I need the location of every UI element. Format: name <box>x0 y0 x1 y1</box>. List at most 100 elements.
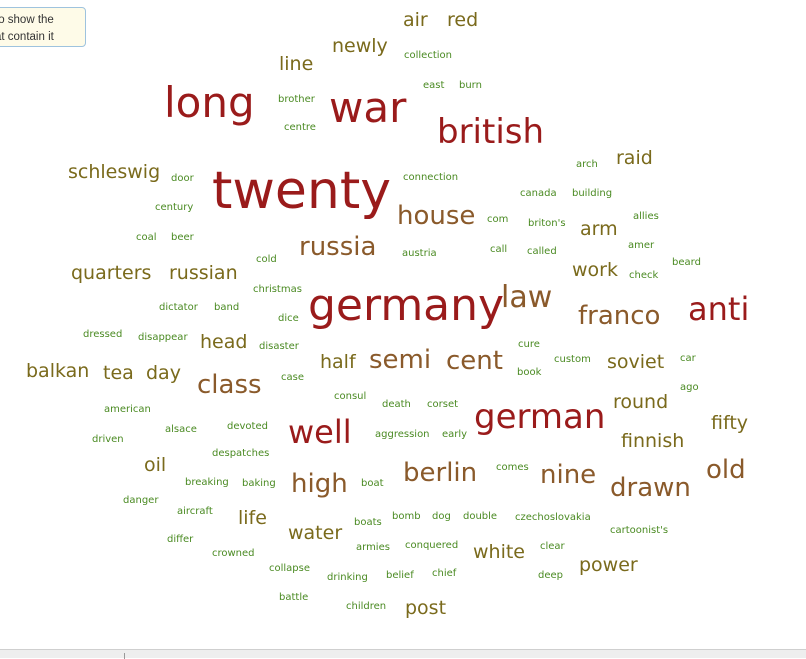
cloud-word[interactable]: centre <box>284 122 316 133</box>
cloud-word[interactable]: dice <box>278 313 299 324</box>
cloud-word[interactable]: cold <box>256 254 277 265</box>
cloud-word[interactable]: clear <box>540 541 565 552</box>
cloud-word[interactable]: alsace <box>165 424 197 435</box>
cloud-word[interactable]: baking <box>242 478 276 489</box>
cloud-word[interactable]: balkan <box>26 360 90 382</box>
cloud-word[interactable]: aircraft <box>177 506 213 517</box>
cloud-word[interactable]: comes <box>496 462 529 473</box>
cloud-word[interactable]: war <box>329 83 407 132</box>
cloud-word[interactable]: beer <box>171 232 194 243</box>
cloud-word[interactable]: arch <box>576 159 598 170</box>
cloud-word[interactable]: russian <box>169 262 238 284</box>
cloud-word[interactable]: band <box>214 302 240 313</box>
cloud-word[interactable]: soviet <box>607 351 665 373</box>
cloud-word[interactable]: finnish <box>621 430 685 452</box>
cloud-word[interactable]: driven <box>92 434 124 445</box>
cloud-word[interactable]: briton's <box>528 218 566 229</box>
cloud-word[interactable]: armies <box>356 542 390 553</box>
cloud-word[interactable]: corset <box>427 399 459 410</box>
cloud-word[interactable]: burn <box>459 80 482 91</box>
cloud-word[interactable]: ago <box>680 382 699 393</box>
cloud-word[interactable]: drawn <box>610 473 691 503</box>
cloud-word[interactable]: danger <box>123 495 159 506</box>
cloud-word[interactable]: russia <box>299 232 377 262</box>
cloud-word[interactable]: crowned <box>212 548 255 559</box>
cloud-word[interactable]: line <box>279 53 314 75</box>
cloud-word[interactable]: cent <box>446 346 503 376</box>
cloud-word[interactable]: book <box>517 367 542 378</box>
cloud-word[interactable]: post <box>405 597 447 619</box>
horizontal-scrollbar[interactable] <box>0 649 806 659</box>
cloud-word[interactable]: com <box>487 214 509 225</box>
cloud-word[interactable]: east <box>423 80 445 91</box>
cloud-word[interactable]: christmas <box>253 284 302 295</box>
cloud-word[interactable]: beard <box>672 257 701 268</box>
cloud-word[interactable]: battle <box>279 592 309 603</box>
cloud-word[interactable]: breaking <box>185 477 229 488</box>
cloud-word[interactable]: head <box>200 331 248 353</box>
cloud-word[interactable]: custom <box>554 354 591 365</box>
cloud-word[interactable]: double <box>463 511 498 522</box>
cloud-word[interactable]: austria <box>402 248 437 259</box>
cloud-word[interactable]: raid <box>616 147 653 169</box>
cloud-word[interactable]: dictator <box>159 302 198 313</box>
cloud-word[interactable]: despatches <box>212 448 270 459</box>
cloud-word[interactable]: belief <box>386 570 414 581</box>
cloud-word[interactable]: white <box>473 541 525 563</box>
cloud-word[interactable]: call <box>490 244 508 255</box>
cloud-word[interactable]: dressed <box>83 329 123 340</box>
cloud-word[interactable]: german <box>474 397 606 437</box>
cloud-word[interactable]: twenty <box>212 161 392 221</box>
cloud-word[interactable]: oil <box>144 454 167 476</box>
cloud-word[interactable]: czechoslovakia <box>515 512 591 523</box>
cloud-word[interactable]: work <box>572 259 618 281</box>
cloud-word[interactable]: conquered <box>405 540 459 551</box>
cloud-word[interactable]: franco <box>578 301 661 331</box>
cloud-word[interactable]: canada <box>520 188 557 199</box>
cloud-word[interactable]: high <box>291 469 348 499</box>
cloud-word[interactable]: check <box>629 270 659 281</box>
cloud-word[interactable]: germany <box>308 280 505 331</box>
cloud-word[interactable]: allies <box>633 211 659 222</box>
cloud-word[interactable]: coal <box>136 232 157 243</box>
cloud-word[interactable]: children <box>346 601 387 612</box>
cloud-word[interactable]: quarters <box>71 262 152 284</box>
cloud-word[interactable]: boats <box>354 517 382 528</box>
cloud-word[interactable]: chief <box>432 568 457 579</box>
cloud-word[interactable]: air <box>403 9 428 31</box>
cloud-word[interactable]: old <box>706 455 746 485</box>
cloud-word[interactable]: semi <box>369 345 432 375</box>
cloud-word[interactable]: day <box>146 362 181 384</box>
cloud-word[interactable]: case <box>281 372 304 383</box>
cloud-word[interactable]: devoted <box>227 421 268 432</box>
cloud-word[interactable]: house <box>397 201 476 231</box>
cloud-word[interactable]: disappear <box>138 332 188 343</box>
cloud-word[interactable]: dog <box>432 511 451 522</box>
cloud-word[interactable]: power <box>579 554 638 576</box>
cloud-word[interactable]: early <box>442 429 468 440</box>
cloud-word[interactable]: century <box>155 202 194 213</box>
cloud-word[interactable]: round <box>613 391 669 413</box>
cloud-word[interactable]: death <box>382 399 411 410</box>
cloud-word[interactable]: tea <box>103 362 134 384</box>
cloud-word[interactable]: cartoonist's <box>610 525 669 536</box>
cloud-word[interactable]: boat <box>361 478 384 489</box>
cloud-word[interactable]: long <box>164 78 255 127</box>
cloud-word[interactable]: disaster <box>259 341 299 352</box>
cloud-word[interactable]: berlin <box>403 458 478 488</box>
cloud-word[interactable]: class <box>197 370 262 400</box>
cloud-word[interactable]: differ <box>167 534 194 545</box>
cloud-word[interactable]: schleswig <box>68 161 161 183</box>
cloud-word[interactable]: connection <box>403 172 459 183</box>
cloud-word[interactable]: amer <box>628 240 655 251</box>
cloud-word[interactable]: door <box>171 173 194 184</box>
cloud-word[interactable]: well <box>288 413 352 451</box>
cloud-word[interactable]: bomb <box>392 511 421 522</box>
cloud-word[interactable]: car <box>680 353 696 364</box>
cloud-word[interactable]: building <box>572 188 613 199</box>
cloud-word[interactable]: collection <box>404 50 452 61</box>
cloud-word[interactable]: aggression <box>375 429 430 440</box>
cloud-word[interactable]: called <box>527 246 557 257</box>
cloud-word[interactable]: red <box>447 9 479 31</box>
cloud-word[interactable]: brother <box>278 94 315 105</box>
